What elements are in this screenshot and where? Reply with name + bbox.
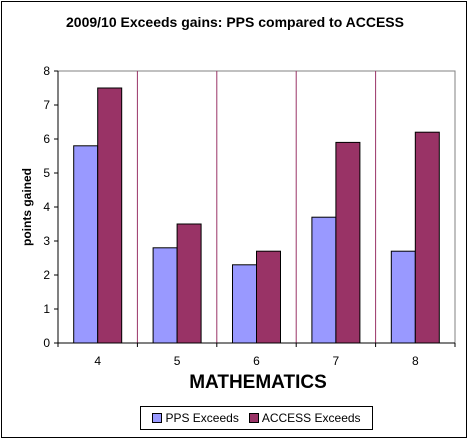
y-tick-label: 5	[43, 166, 50, 180]
bar-access-8	[414, 131, 440, 344]
y-tick-label: 1	[43, 302, 50, 316]
bar-pps-4	[73, 145, 99, 344]
legend-item-pps: PPS Exceeds	[152, 411, 239, 425]
bar-pps-7	[311, 216, 337, 344]
bar-access-4	[97, 87, 123, 344]
y-tick-label: 4	[43, 200, 50, 214]
legend: PPS Exceeds ACCESS Exceeds	[140, 406, 373, 430]
legend-item-access: ACCESS Exceeds	[248, 411, 361, 425]
y-tick-label: 2	[43, 268, 50, 282]
x-tick-label: 4	[94, 354, 101, 368]
bar-access-7	[335, 141, 361, 344]
y-tick-label: 8	[43, 64, 50, 78]
bar-pps-8	[390, 250, 416, 344]
legend-swatch-access	[248, 413, 259, 423]
y-tick-label: 6	[43, 132, 50, 146]
bar-access-5	[176, 223, 202, 344]
legend-swatch-pps	[152, 413, 163, 423]
bar-access-6	[256, 250, 281, 344]
bar-pps-5	[152, 247, 178, 344]
x-tick-label: 8	[412, 354, 419, 368]
y-tick-label: 3	[43, 234, 50, 248]
y-tick-label: 0	[43, 336, 50, 350]
y-tick-label: 7	[43, 98, 50, 112]
chart-title: 2009/10 Exceeds gains: PPS compared to A…	[66, 14, 404, 30]
x-tick-label: 6	[253, 354, 260, 368]
legend-label-pps: PPS Exceeds	[165, 411, 239, 425]
x-tick-label: 7	[333, 354, 340, 368]
x-axis-title: MATHEMATICS	[189, 372, 327, 393]
bar-pps-6	[232, 264, 257, 344]
legend-label-access: ACCESS Exceeds	[261, 411, 361, 425]
x-tick-label: 5	[174, 354, 181, 368]
